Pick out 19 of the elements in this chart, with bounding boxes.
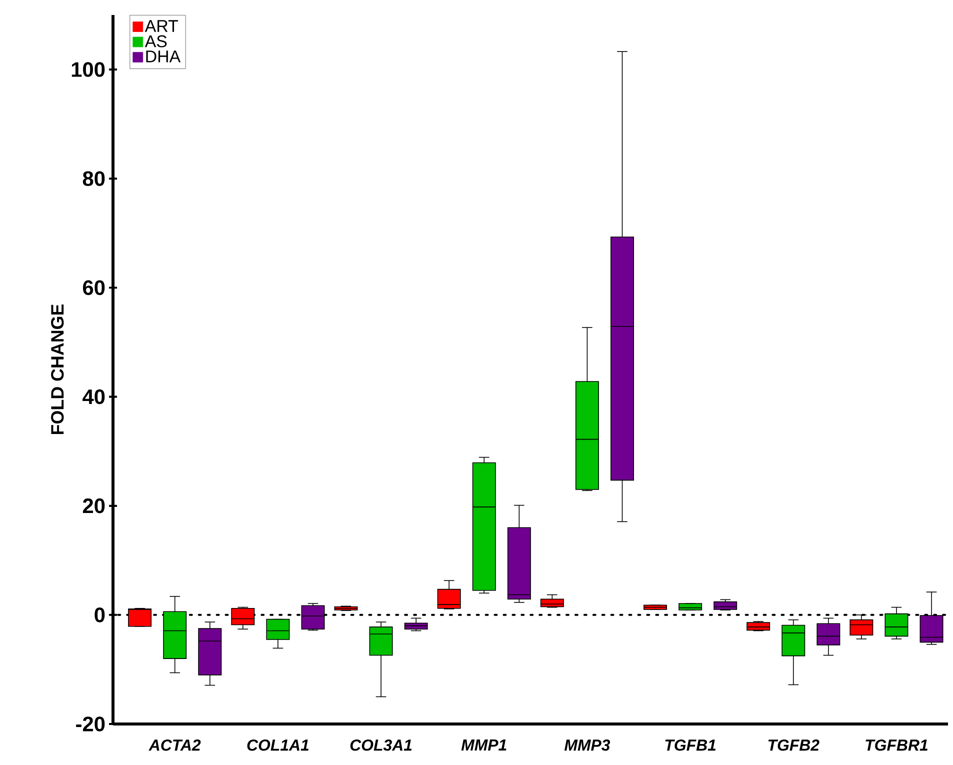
x-tick-label: MMP3 [564,739,610,751]
y-tick-label: 80 [82,171,105,186]
x-tick-label: COL3A1 [350,739,412,751]
x-tick-label: TGFB1 [665,739,716,751]
legend-label: AS [144,35,167,48]
y-axis-title: FOLD CHANGE [51,304,64,434]
y-tick-label: 0 [94,608,105,622]
y-tick-label: -20 [76,716,105,732]
x-tick-label: COL1A1 [247,739,309,751]
legend-label: DHA [146,50,181,62]
y-tick-label: 40 [82,389,105,404]
x-tick-label: MMP1 [461,739,506,750]
legend-label: ART [144,20,178,32]
x-tick-label: TGFB2 [768,739,820,751]
x-tick-label: ACTA2 [148,739,201,751]
x-tick-label: TGFBR1 [866,739,928,751]
y-tick-label: 20 [82,498,105,514]
y-tick-label: 100 [72,62,105,77]
y-tick-label: 60 [82,280,105,296]
